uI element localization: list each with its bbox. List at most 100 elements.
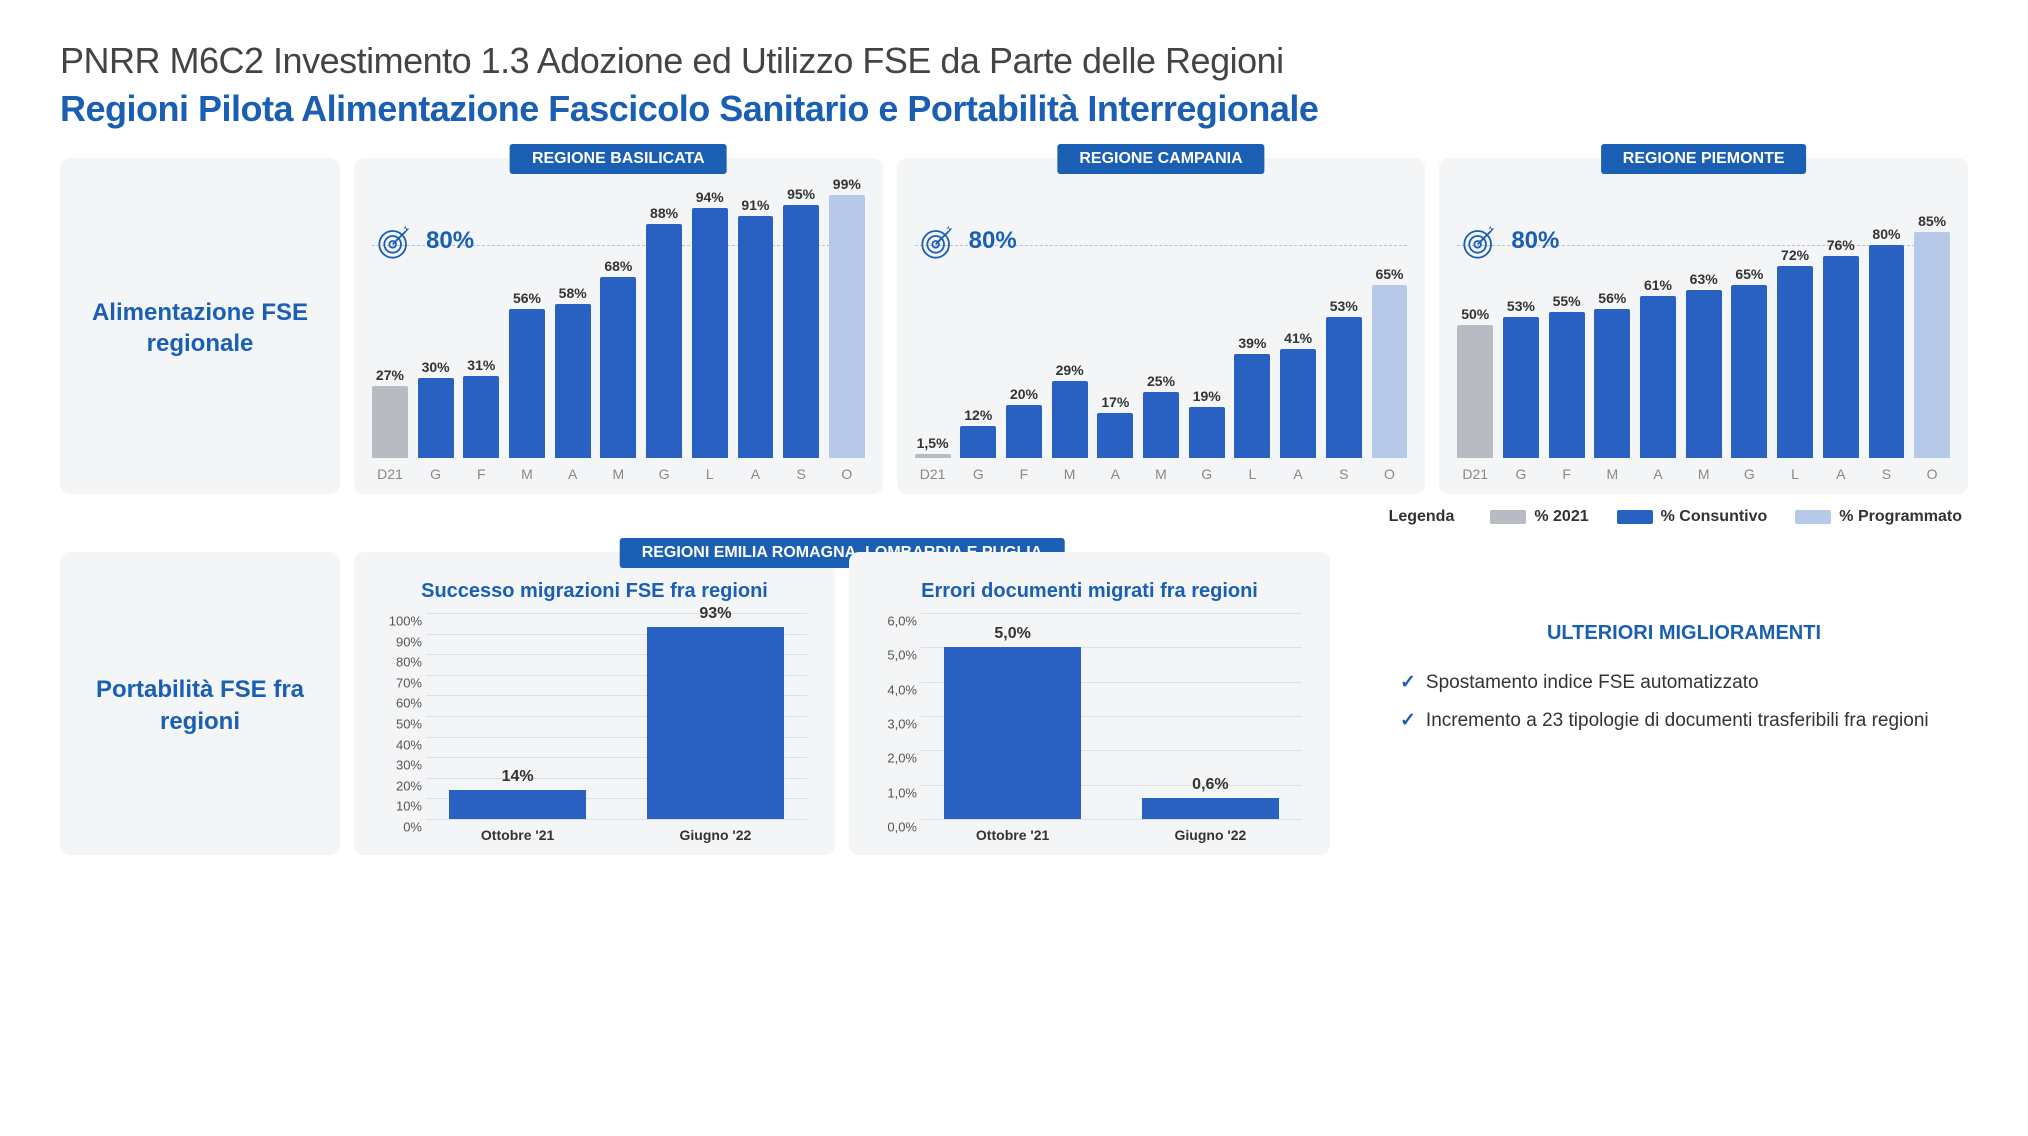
mini-bar-rect [944,647,1081,819]
bar-rect [1503,317,1539,458]
y-tick-label: 70% [396,675,422,690]
bar-rect [600,277,636,458]
bar-category-label: O [829,466,865,482]
bar-category-label: M [509,466,545,482]
bar-category-label: F [1549,466,1585,482]
bar-rect [738,216,774,458]
bar-rect [692,208,728,458]
mini-bar-value-label: 93% [699,605,731,623]
bar-category-label: L [692,466,728,482]
bar-column: 65%O [1372,266,1408,458]
bar-value-label: 25% [1147,373,1175,389]
bar-column: 85%O [1914,213,1950,458]
bar-category-label: F [1006,466,1042,482]
bar-value-label: 41% [1284,330,1312,346]
bar-category-label: D21 [372,466,408,482]
bar-value-label: 63% [1690,271,1718,287]
bar-rect [1143,392,1179,459]
mini-bar-label: Ottobre '21 [481,827,554,843]
mini-chart-area: 0,0%1,0%2,0%3,0%4,0%5,0%6,0%5,0%Ottobre … [921,613,1302,843]
y-tick-label: 40% [396,737,422,752]
bar-value-label: 65% [1735,266,1763,282]
bar-category-label: A [1640,466,1676,482]
bar-column: 29%M [1052,362,1088,458]
bar-category-label: M [1686,466,1722,482]
bar-column: 1,5%D21 [915,435,951,458]
bar-category-label: G [1189,466,1225,482]
bar-rect [1731,285,1767,458]
bar-rect [1326,317,1362,458]
bar-value-label: 91% [741,197,769,213]
bar-category-label: D21 [915,466,951,482]
y-tick-label: 90% [396,634,422,649]
legend-swatch [1795,510,1831,524]
bar-category-label: L [1777,466,1813,482]
legend-item: % Programmato [1795,508,1962,526]
y-tick-label: 5,0% [887,648,917,663]
bar-rect [1594,309,1630,458]
bar-rect [418,378,454,458]
improvement-text: Spostamento indice FSE automatizzato [1426,671,1759,695]
grid-line [426,819,807,820]
mini-bar-label: Giugno '22 [1175,827,1247,843]
bar-column: 99%O [829,176,865,458]
bar-rect [1457,325,1493,458]
bar-category-label: M [1594,466,1630,482]
bar-rect [915,454,951,458]
bar-rect [1097,413,1133,458]
mini-bar-rect [647,627,784,819]
bar-column: 58%A [555,285,591,458]
bar-value-label: 68% [604,258,632,274]
mini-chart-successo: REGIONI EMILIA ROMAGNA, LOMBARDIA E PUGL… [354,552,835,855]
improvement-item: ✓Spostamento indice FSE automatizzato [1400,671,1968,695]
bar-value-label: 19% [1193,388,1221,404]
bar-rect [1052,381,1088,458]
bar-rect [463,376,499,458]
region-bar-chart: 80%27%D2130%G31%F56%M58%A68%M88%G94%L91%… [372,192,865,482]
bar-value-label: 61% [1644,277,1672,293]
check-icon: ✓ [1400,709,1416,733]
legend: Legenda % 2021% Consuntivo% Programmato [60,508,1962,526]
bar-column: 56%M [509,290,545,458]
bar-category-label: D21 [1457,466,1493,482]
bar-rect [1823,256,1859,458]
bar-category-label: L [1234,466,1270,482]
bar-column: 53%G [1503,298,1539,458]
y-tick-label: 0,0% [887,820,917,835]
bar-rect [509,309,545,458]
legend-label: % Consuntivo [1661,508,1768,525]
bar-column: 30%G [418,359,454,458]
improvements-panel: ULTERIORI MIGLIORAMENTI ✓Spostamento ind… [1344,552,1968,855]
bar-value-label: 39% [1238,335,1266,351]
row1-side-label: Alimentazione FSE regionale [78,297,322,359]
bar-category-label: A [1097,466,1133,482]
mini-bar-column: 0,6%Giugno '22 [1142,776,1279,819]
improvement-item: ✓Incremento a 23 tipologie di documenti … [1400,709,1968,733]
legend-label: % 2021 [1534,508,1588,525]
bar-rect [783,205,819,458]
bar-category-label: A [1823,466,1859,482]
bar-column: 72%L [1777,247,1813,458]
bar-rect [829,195,865,458]
bar-value-label: 65% [1375,266,1403,282]
row2-side-panel: Portabilità FSE fra regioni [60,552,340,855]
bar-rect [1686,290,1722,458]
page-subtitle: Regioni Pilota Alimentazione Fascicolo S… [60,88,1968,130]
mini-bar-value-label: 5,0% [994,625,1030,643]
bar-rect [960,426,996,458]
bar-category-label: A [738,466,774,482]
bar-category-label: S [1326,466,1362,482]
bar-category-label: M [1143,466,1179,482]
y-tick-label: 1,0% [887,785,917,800]
region-panel: REGIONE CAMPANIA 80%1,5%D2112%G20%F29%M1… [897,158,1426,494]
bar-rect [1006,405,1042,458]
bar-column: 68%M [600,258,636,458]
bar-category-label: G [418,466,454,482]
mini-bar-column: 14%Ottobre '21 [449,768,586,819]
bar-rect [1234,354,1270,458]
bar-column: 17%A [1097,394,1133,458]
bar-column: 76%A [1823,237,1859,458]
bar-category-label: O [1914,466,1950,482]
region-badge: REGIONE CAMPANIA [1057,144,1264,174]
bar-category-label: G [1731,466,1767,482]
